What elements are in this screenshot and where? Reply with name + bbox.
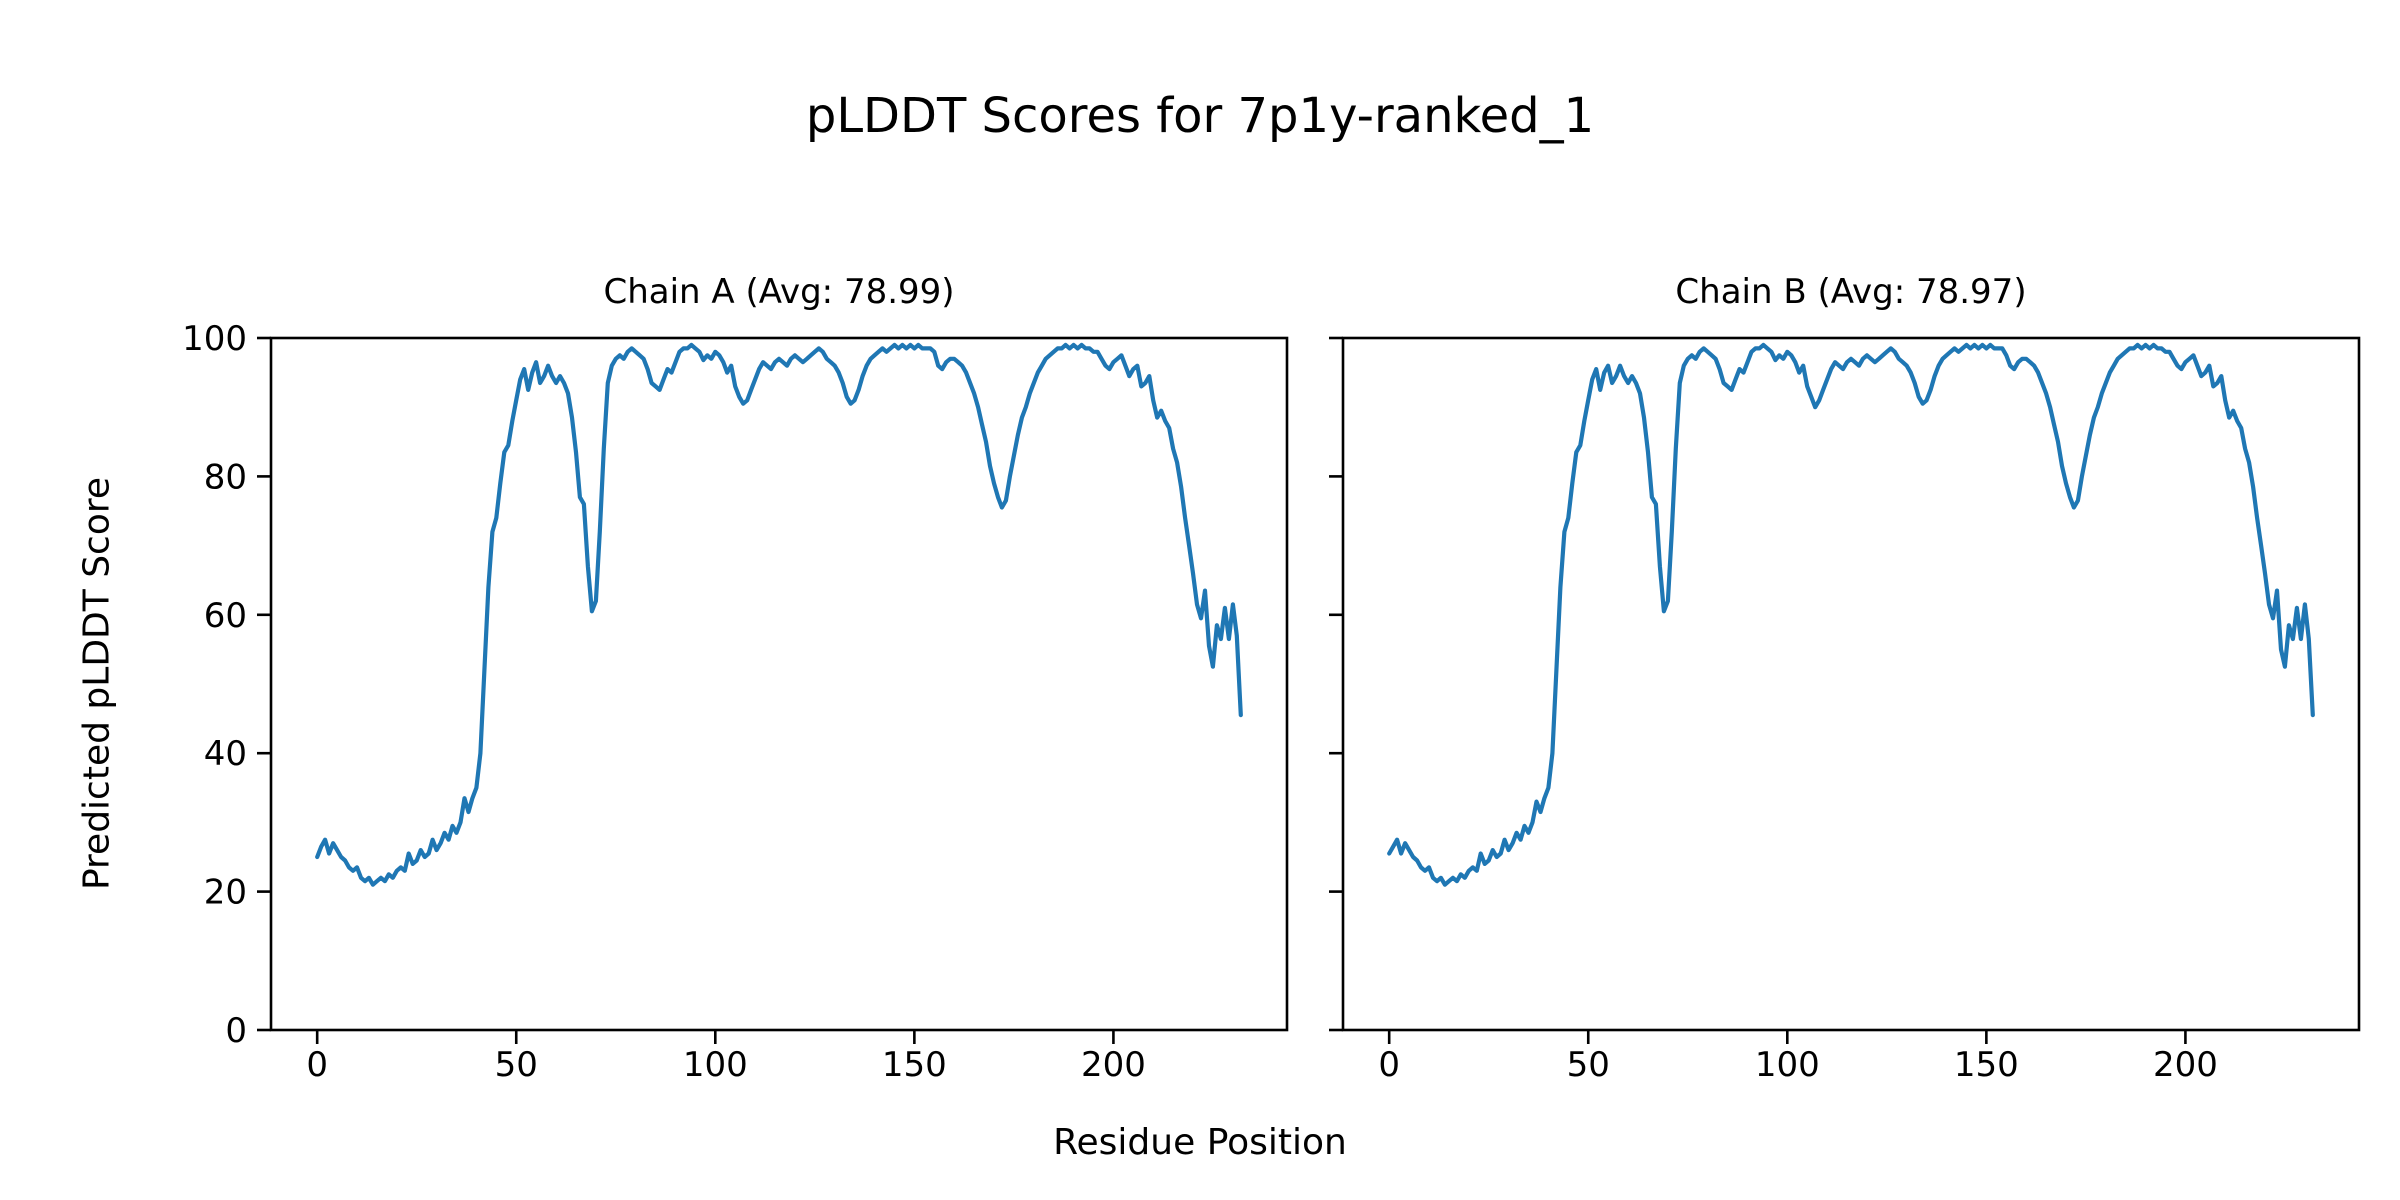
- subplot-b-title: Chain B (Avg: 78.97): [1675, 272, 2027, 312]
- subplot-b: 0 50 100 150 200: [1329, 336, 2361, 1085]
- x-tick-label: 100: [683, 1045, 748, 1085]
- y-tick-label: 20: [204, 873, 247, 913]
- y-tick-label: 60: [204, 596, 247, 636]
- axes-frame: [269, 336, 1289, 1032]
- y-tick-label: 0: [225, 1011, 247, 1051]
- y-tick-label: 80: [204, 457, 247, 497]
- y-tick-label: 40: [204, 734, 247, 774]
- x-tick-label: 150: [882, 1045, 947, 1085]
- x-tick-label: 100: [1755, 1045, 1820, 1085]
- x-tick-label: 200: [1081, 1045, 1146, 1085]
- x-tick-label: 150: [1954, 1045, 2019, 1085]
- x-axis-label: Residue Position: [1053, 1122, 1347, 1163]
- x-tick-label: 50: [495, 1045, 538, 1085]
- figure-title: pLDDT Scores for 7p1y-ranked_1: [805, 88, 1595, 144]
- x-tick-label: 0: [306, 1045, 328, 1085]
- x-tick-label: 200: [2153, 1045, 2218, 1085]
- x-tick-label: 50: [1567, 1045, 1610, 1085]
- x-tick-label: 0: [1378, 1045, 1400, 1085]
- plddt-line-chain-a: [315, 342, 1243, 887]
- axes-frame: [1341, 336, 2361, 1032]
- subplot-a-title: Chain A (Avg: 78.99): [603, 272, 955, 312]
- y-tick-label: 100: [182, 319, 247, 359]
- plddt-line-chain-b: [1387, 342, 2315, 887]
- subplot-a: 0 50 100 150 200 0 20 40 60 80 100: [182, 319, 1289, 1085]
